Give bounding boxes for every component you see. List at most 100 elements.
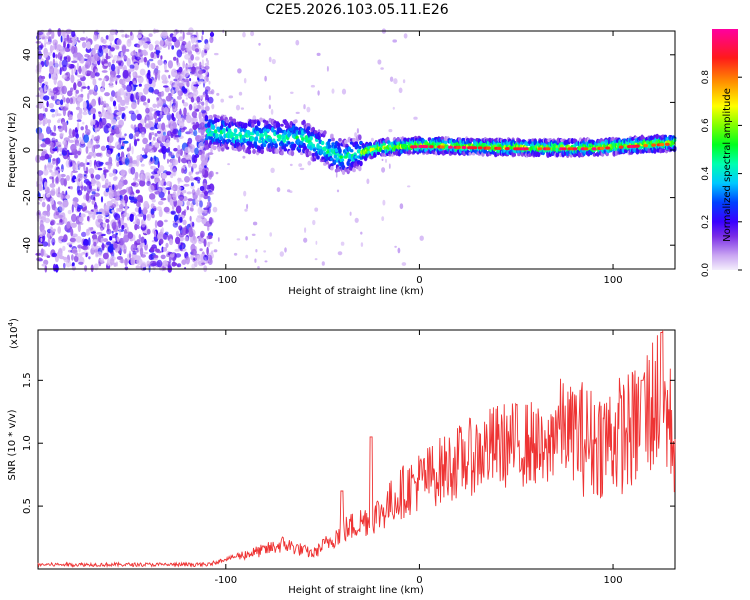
spectrogram-noise-blob [88,237,91,246]
spectrogram-noise-blob [51,132,57,137]
spectrogram-noise-blob [101,173,106,182]
spectrogram-noise-blob [42,241,49,247]
spectrogram-noise-blob [136,75,142,78]
spectrogram-noise-blob [117,236,120,243]
spectrogram-noise-blob [71,204,74,213]
spectrogram-noise-blob [39,87,44,96]
spectrogram-noise-blob [124,133,127,137]
spectrogram-ridge-blob [212,145,217,151]
spectrogram-noise-blob [385,158,387,163]
y-tick-label: 0 [22,147,33,153]
spectrogram-noise-blob [413,116,418,120]
spectrogram-peak-blob [659,143,665,147]
spectrogram-noise-blob [130,112,137,122]
spectrogram-noise-blob [356,128,359,134]
spectrogram-noise-blob [211,103,215,110]
spectrogram-noise-blob [146,228,151,235]
spectrogram-ridge-blob [338,148,342,154]
spectrogram-noise-blob [174,81,180,88]
spectrogram-noise-blob [104,92,110,97]
spectrogram-noise-blob [85,252,89,257]
spectrogram-noise-blob [63,177,68,187]
spectrogram-noise-blob [191,248,197,256]
spectrogram-noise-blob [254,258,257,263]
spectrogram-noise-blob [179,148,183,156]
spectrogram-noise-blob [74,128,79,138]
spectrogram-noise-blob [354,217,359,223]
spectrogram-noise-blob [77,244,83,249]
spectrogram-noise-blob [50,226,54,235]
spectrogram-noise-blob [195,40,199,49]
spectrogram-noise-blob [74,65,77,73]
spectrogram-ridge-blob [255,130,260,137]
spectrogram-noise-blob [399,203,404,210]
spectrogram-noise-blob [381,216,385,222]
spectrogram-noise-blob [392,106,395,110]
spectrogram-noise-blob [134,62,139,71]
spectrogram-noise-blob [182,155,189,158]
spectrogram-noise-blob [88,256,91,260]
spectrogram-noise-blob [108,61,112,68]
spectrogram-noise-blob [207,226,210,231]
spectrogram-noise-blob [157,234,163,237]
spectrogram-noise-blob [51,219,56,226]
spectrogram-noise-blob [46,32,50,36]
spectrogram-noise-blob [176,62,181,67]
spectrogram-noise-blob [88,89,95,95]
spectrogram-noise-blob [76,220,79,224]
spectrogram-noise-blob [181,70,185,79]
spectrogram-noise-blob [44,192,47,199]
spectrogram-noise-blob [82,245,89,251]
spectrogram-noise-blob [52,66,59,75]
spectrogram-ridge-blob [220,147,225,152]
spectrogram-noise-blob [132,250,137,255]
spectrogram-noise-blob [307,160,312,166]
spectrogram-noise-blob [165,95,172,102]
spectrogram-noise-blob [150,156,153,162]
spectrogram-noise-blob [165,242,169,248]
spectrogram-noise-blob [164,39,170,47]
spectrogram-noise-blob [126,84,133,93]
spectrogram-noise-blob [179,236,184,242]
spectrogram-noise-blob [92,112,96,122]
spectrogram-peak-blob [599,146,605,150]
spectrogram-peak-blob [664,142,670,146]
spectrogram-noise-blob [137,213,144,217]
spectrogram-noise-blob [67,39,73,44]
spectrogram-noise-blob [95,253,99,258]
spectrogram-ridge-blob [292,143,297,149]
spectrogram-noise-blob [82,65,85,73]
spectrogram-noise-blob [76,185,80,194]
spectrogram-noise-blob [152,103,157,109]
spectrogram-noise-blob [43,95,50,101]
spectrogram-noise-blob [72,162,76,171]
spectrogram-noise-blob [95,174,101,180]
spectrogram-noise-blob [185,255,190,265]
spectrogram-noise-blob [199,122,206,130]
spectrogram-noise-blob [90,111,96,115]
spectrogram-noise-blob [172,105,176,110]
spectrogram-noise-blob [360,231,363,235]
y-tick-label: 0.5 [22,498,33,514]
spectrogram-peak-blob [651,143,657,147]
spectrogram-noise-blob [207,241,211,248]
spectrogram-noise-blob [335,172,338,178]
spectrogram-noise-blob [150,62,155,69]
spectrogram-noise-blob [183,78,190,83]
spectrogram-noise-blob [242,31,246,38]
spectrogram-noise-blob [112,168,116,174]
spectrogram-noise-blob [207,96,214,104]
y-tick-label: -20 [22,189,33,205]
spectrogram-noise-blob [85,231,90,236]
spectrogram-ridge-blob [358,165,362,172]
spectrogram-noise-blob [210,148,213,153]
spectrogram-ridge-blob [309,137,313,141]
spectrogram-noise-blob [121,83,125,89]
spectrogram-noise-blob [81,41,87,49]
spectrogram-noise-blob [204,76,207,83]
spectrogram-noise-blob [185,97,188,100]
spectrogram-noise-blob [52,228,56,232]
spectrogram-noise-blob [71,262,75,267]
spectrogram-noise-blob [91,98,97,107]
spectrogram-ridge-blob [280,123,284,127]
